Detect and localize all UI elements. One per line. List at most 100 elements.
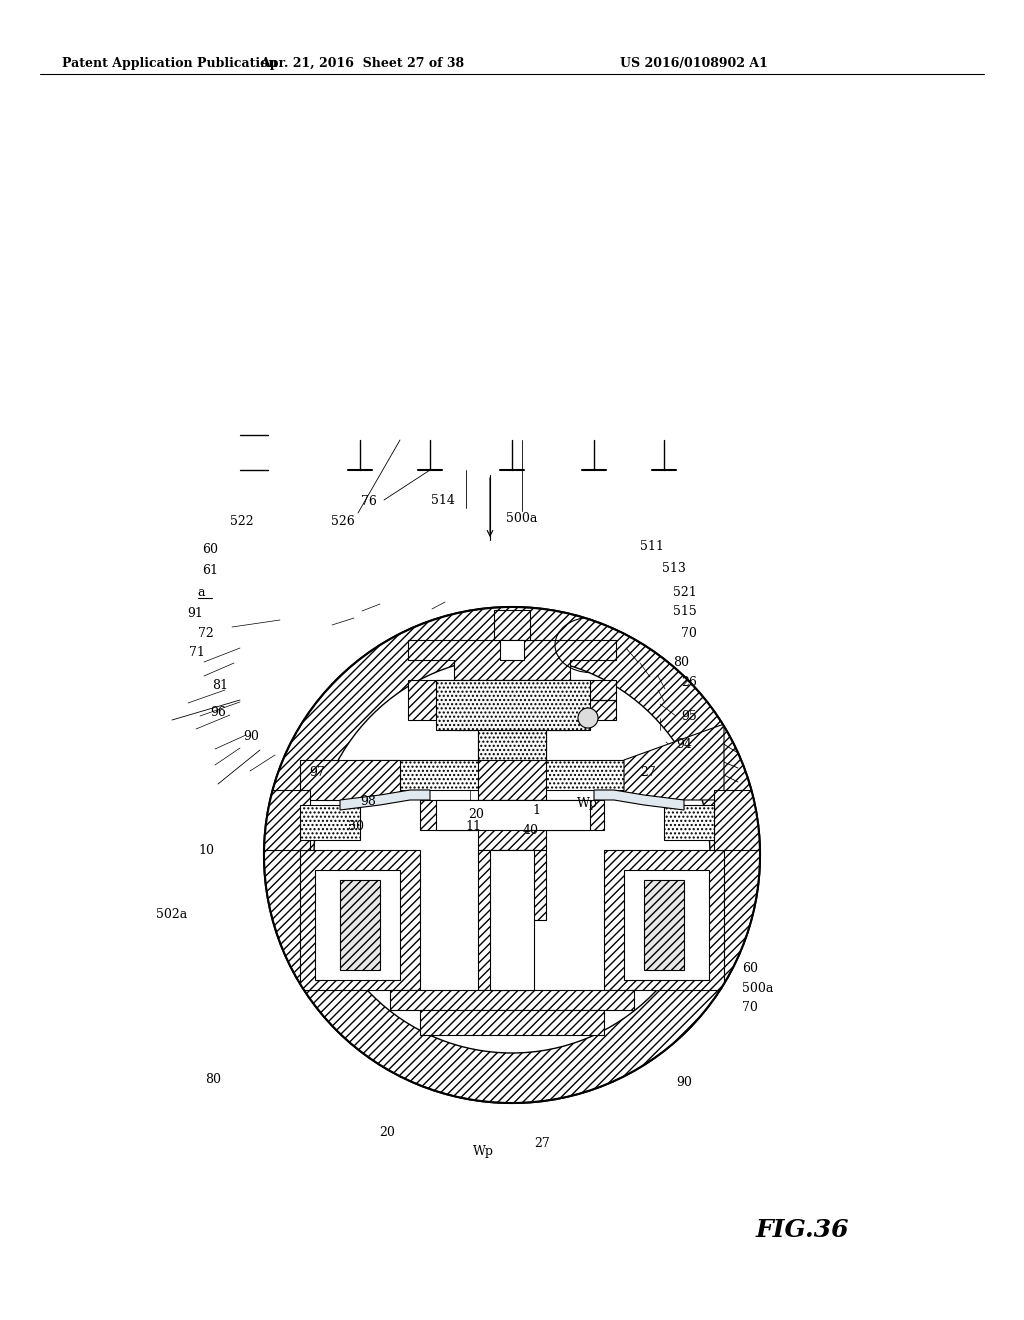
Circle shape [505,393,519,407]
Polygon shape [340,880,380,970]
Text: 526: 526 [331,515,354,528]
Text: 71: 71 [189,645,206,659]
Polygon shape [664,805,714,840]
Polygon shape [300,760,400,800]
Text: 1: 1 [532,804,541,817]
Polygon shape [486,160,538,193]
Polygon shape [624,870,709,979]
Polygon shape [420,1010,604,1035]
Polygon shape [268,290,295,411]
Text: 60: 60 [742,962,759,975]
Text: 97: 97 [309,766,325,779]
Polygon shape [420,800,604,850]
Text: Wp: Wp [473,1144,495,1158]
Text: 513: 513 [662,562,685,576]
Polygon shape [310,300,714,380]
Text: 94: 94 [676,738,692,751]
Text: 95: 95 [681,710,696,723]
Polygon shape [729,290,756,411]
Polygon shape [390,990,634,1010]
Polygon shape [310,240,420,300]
Text: 515: 515 [673,605,696,618]
Circle shape [506,219,518,231]
Circle shape [264,607,760,1104]
Polygon shape [360,760,664,789]
Text: 80: 80 [205,1073,221,1086]
Text: 20: 20 [379,1126,395,1139]
Polygon shape [310,420,714,440]
Circle shape [393,393,407,407]
Polygon shape [300,805,360,840]
Text: 40: 40 [522,824,539,837]
Polygon shape [315,870,400,979]
Text: 72: 72 [198,627,213,640]
Circle shape [500,213,524,238]
Text: 27: 27 [640,766,655,779]
Polygon shape [436,800,590,830]
Text: Wp: Wp [577,797,598,810]
Polygon shape [476,380,548,440]
Text: a: a [198,586,205,599]
Polygon shape [240,436,268,470]
Polygon shape [714,240,756,440]
Text: 502a: 502a [156,908,187,921]
Text: Patent Application Publication: Patent Application Publication [62,58,278,70]
Polygon shape [714,789,760,850]
Text: 61: 61 [202,564,218,577]
Text: US 2016/0108902 A1: US 2016/0108902 A1 [620,58,768,70]
Text: 90: 90 [676,1076,692,1089]
Circle shape [734,372,750,388]
Polygon shape [460,380,564,440]
Polygon shape [360,300,664,380]
Text: 81: 81 [212,678,228,692]
Polygon shape [430,271,630,294]
Polygon shape [268,300,310,380]
Polygon shape [360,380,664,420]
Text: 70: 70 [681,627,697,640]
Circle shape [274,372,290,388]
Polygon shape [490,850,534,990]
Polygon shape [604,240,714,300]
Polygon shape [264,789,310,850]
Text: 91: 91 [187,607,204,620]
Text: 80: 80 [673,656,689,669]
Polygon shape [624,723,724,800]
Text: 27: 27 [535,1137,550,1150]
Polygon shape [300,850,420,990]
Polygon shape [420,260,634,300]
Polygon shape [644,880,684,970]
Polygon shape [310,380,714,420]
Text: 26: 26 [681,676,697,689]
Circle shape [734,302,750,318]
Circle shape [274,302,290,318]
Text: 60: 60 [202,543,218,556]
Text: Apr. 21, 2016  Sheet 27 of 38: Apr. 21, 2016 Sheet 27 of 38 [260,58,464,70]
Polygon shape [436,680,590,730]
Text: 30: 30 [348,820,365,833]
Polygon shape [300,760,360,820]
Polygon shape [478,730,546,760]
Text: 500a: 500a [742,982,774,995]
Text: 11: 11 [466,820,482,833]
Polygon shape [408,680,616,730]
Polygon shape [268,240,310,440]
Polygon shape [476,300,548,380]
Circle shape [274,337,290,352]
Polygon shape [500,640,524,660]
Text: 70: 70 [742,1001,759,1014]
Circle shape [617,393,631,407]
Text: 96: 96 [210,706,226,719]
Polygon shape [478,730,546,800]
Text: 514: 514 [431,494,455,507]
Text: 90: 90 [244,730,260,743]
Polygon shape [714,300,756,380]
Polygon shape [494,610,530,640]
Text: 522: 522 [230,515,254,528]
Text: 20: 20 [468,808,484,821]
Text: 511: 511 [640,540,664,553]
Text: 98: 98 [360,795,377,808]
Text: 76: 76 [361,495,378,508]
Text: 10: 10 [199,843,215,857]
Polygon shape [340,789,430,810]
Text: 500a: 500a [506,512,538,525]
